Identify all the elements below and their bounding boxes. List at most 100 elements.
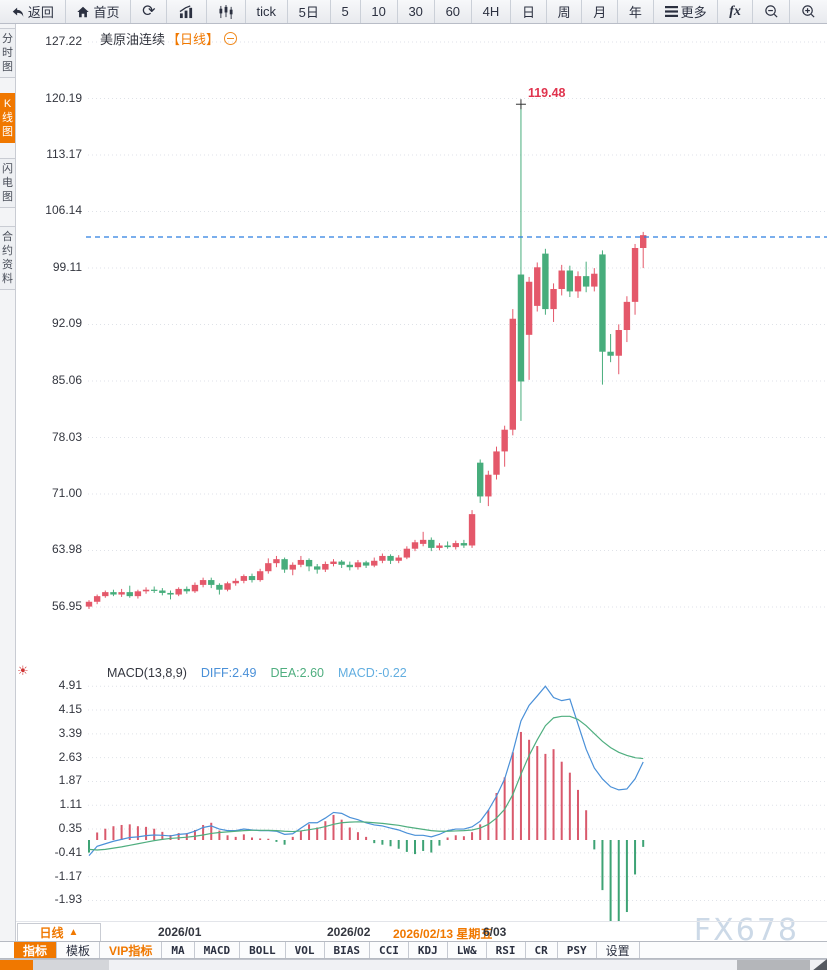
chart-title: 美原油连续 【日线】 <box>100 29 238 48</box>
zoom-out-button[interactable] <box>753 0 791 23</box>
high-price-annotation: 119.48 <box>527 86 566 101</box>
macd-axis-label: -1.17 <box>54 868 82 883</box>
tab-psy[interactable]: PSY <box>558 942 597 958</box>
period-5d-label: 5日 <box>298 5 319 20</box>
macd-axis-label: 1.87 <box>58 773 82 788</box>
bar-chart-icon <box>178 4 195 19</box>
x-axis-label-jan: 2026/01 <box>158 925 202 939</box>
price-axis-label: 127.22 <box>45 34 82 48</box>
period-selector-label: 日线 <box>39 926 64 940</box>
macd-axis-label: 2.63 <box>58 749 82 764</box>
tab-indicator[interactable]: 指标 <box>14 942 58 958</box>
resize-corner-icon[interactable] <box>812 959 827 970</box>
price-axis-label: 71.00 <box>51 486 82 501</box>
macd-axis-label: 4.15 <box>58 702 82 717</box>
zoom-in-button[interactable] <box>790 0 827 23</box>
indicator-settings-icon[interactable]: ☀ <box>17 663 29 678</box>
back-label: 返回 <box>27 5 54 20</box>
indicator-tab-bar: 指标 模板 VIP指标 MA MACD BOLL VOL BIAS CCI KD… <box>0 941 827 959</box>
back-button[interactable]: 返回 <box>0 0 66 23</box>
macd-dea-value: DEA:2.60 <box>270 666 324 680</box>
macd-params-label: MACD(13,8,9) <box>107 666 187 680</box>
period-selector[interactable]: 日线 ▲ <box>17 923 101 942</box>
period-5min-label: 5 <box>341 4 349 19</box>
sidebar-item-timeline-chart[interactable]: 分时图 <box>0 28 15 78</box>
scrollbar-thumb[interactable] <box>737 960 810 970</box>
instrument-period-tag: 【日线】 <box>167 32 220 47</box>
sidebar-item-kline-chart[interactable]: K线图 <box>0 93 15 143</box>
x-axis-label-cursor-date: 2026/02/13 星期五 <box>393 927 493 941</box>
scrollbar-left-block <box>33 960 109 970</box>
period-4h-button[interactable]: 4H <box>472 0 512 23</box>
macd-axis-label: 1.11 <box>59 797 82 812</box>
top-toolbar: 返回 首页 ⟳ tick 5日 5 10 30 60 4H 日 周 月 年 更多… <box>0 0 827 24</box>
more-button[interactable]: 更多 <box>654 0 719 23</box>
home-button[interactable]: 首页 <box>66 0 132 23</box>
tab-cr[interactable]: CR <box>526 942 558 958</box>
tab-ma[interactable]: MA <box>162 942 195 958</box>
macd-axis-label: -1.93 <box>54 892 82 907</box>
period-10min-label: 10 <box>371 4 386 19</box>
period-30min-label: 30 <box>408 4 423 19</box>
tab-cci[interactable]: CCI <box>370 942 409 958</box>
more-label: 更多 <box>680 5 707 20</box>
period-5d-button[interactable]: 5日 <box>288 0 331 23</box>
fx-indicator-button[interactable]: fx <box>718 0 753 23</box>
period-5min-button[interactable]: 5 <box>331 0 361 23</box>
tab-rsi[interactable]: RSI <box>487 942 526 958</box>
hamburger-icon <box>664 6 678 17</box>
price-axis-label: 92.09 <box>51 316 82 331</box>
tick-label: tick <box>256 4 276 19</box>
price-axis-label: 113.17 <box>46 146 82 161</box>
x-axis-label-feb: 2026/02 <box>327 925 371 939</box>
kline-chart-button[interactable] <box>207 0 246 23</box>
tab-template[interactable]: 模板 <box>57 942 101 958</box>
tab-bias[interactable]: BIAS <box>325 942 370 958</box>
price-axis-label: 106.14 <box>45 203 82 218</box>
period-day-button[interactable]: 日 <box>511 0 547 23</box>
macd-diff-value: DIFF:2.49 <box>200 666 257 680</box>
home-label: 首页 <box>93 5 120 20</box>
back-icon <box>11 5 25 19</box>
period-10min-button[interactable]: 10 <box>361 0 398 23</box>
triangle-up-icon: ▲ <box>68 927 79 938</box>
tab-settings[interactable]: 设置 <box>597 942 640 958</box>
zoom-in-icon <box>801 4 816 19</box>
macd-axis-label: 4.91 <box>58 678 82 693</box>
left-sidebar: 分时图 K线图 闪电图 合约资料 <box>0 24 16 941</box>
tab-macd[interactable]: MACD <box>195 942 241 958</box>
macd-axis-label: 3.39 <box>58 725 82 740</box>
period-week-label: 周 <box>557 5 571 20</box>
price-axis-label: 56.95 <box>51 599 82 613</box>
tab-vip-indicator[interactable]: VIP指标 <box>100 942 163 958</box>
period-week-button[interactable]: 周 <box>547 0 583 23</box>
zoom-out-icon <box>764 4 779 19</box>
home-icon <box>76 5 90 19</box>
candlestick-icon <box>218 4 234 19</box>
tab-kdj[interactable]: KDJ <box>409 942 448 958</box>
price-axis-label: 85.06 <box>51 372 82 387</box>
tab-lwr[interactable]: LW& <box>448 942 487 958</box>
collapse-panel-icon[interactable] <box>224 32 238 45</box>
period-30min-button[interactable]: 30 <box>398 0 435 23</box>
refresh-button[interactable]: ⟳ <box>131 0 168 23</box>
period-tick-button[interactable]: tick <box>246 0 288 23</box>
instrument-name: 美原油连续 <box>100 32 166 47</box>
x-axis-label-time: 6/03 <box>483 925 507 939</box>
price-axis-label: 99.11 <box>52 260 82 275</box>
tab-vol[interactable]: VOL <box>286 942 325 958</box>
period-year-label: 年 <box>628 5 642 20</box>
line-chart-button[interactable] <box>167 0 207 23</box>
price-axis-label: 63.98 <box>51 542 82 557</box>
period-60min-button[interactable]: 60 <box>435 0 472 23</box>
bottom-scrollbar <box>0 959 827 970</box>
sidebar-item-lightning-chart[interactable]: 闪电图 <box>0 158 15 208</box>
period-month-button[interactable]: 月 <box>582 0 619 23</box>
period-year-button[interactable]: 年 <box>618 0 654 23</box>
tab-boll[interactable]: BOLL <box>240 942 286 958</box>
period-60min-label: 60 <box>445 4 461 19</box>
price-axis-label: 120.19 <box>45 90 82 105</box>
sidebar-item-contract-info[interactable]: 合约资料 <box>0 226 15 290</box>
macd-macd-value: MACD:-0.22 <box>337 666 407 680</box>
